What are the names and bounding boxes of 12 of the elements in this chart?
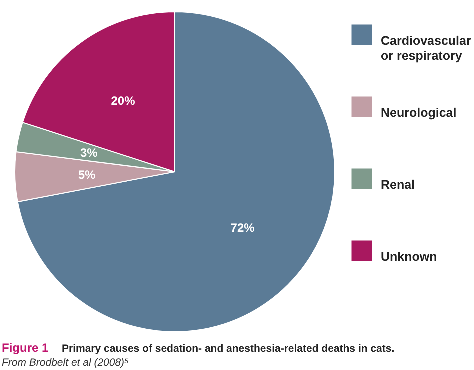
text: From Brodbelt et al (2008)⁵ — [2, 357, 130, 369]
text: Primary causes of sedation- and anesthesia-related deaths in cats. — [62, 343, 395, 355]
data-label: 20% — [111, 94, 136, 108]
data-label: 72% — [230, 221, 256, 236]
data-label: 3% — [80, 146, 98, 160]
legend-label: Unknown — [381, 250, 438, 264]
legend-label: Neurological — [381, 106, 457, 120]
legend-label: Cardiovascular or respiratory — [381, 34, 472, 63]
pie-slice — [17, 12, 336, 332]
legend-label: Renal — [381, 178, 416, 192]
data-label: 5% — [78, 168, 96, 182]
caption: Figure 1 — [2, 341, 49, 355]
